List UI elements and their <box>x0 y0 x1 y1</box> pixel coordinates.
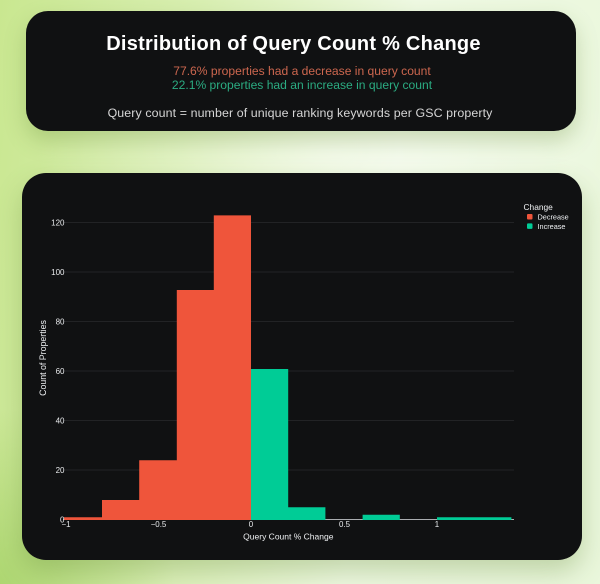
svg-text:Query Count % Change: Query Count % Change <box>243 532 334 542</box>
svg-text:1: 1 <box>435 520 439 529</box>
svg-text:60: 60 <box>56 367 65 376</box>
svg-text:−1: −1 <box>62 520 71 529</box>
svg-text:Increase: Increase <box>538 222 566 231</box>
svg-text:Change: Change <box>524 202 554 212</box>
svg-text:40: 40 <box>56 416 65 425</box>
svg-text:0: 0 <box>60 515 65 524</box>
svg-text:20: 20 <box>56 466 65 475</box>
svg-text:−0.5: −0.5 <box>151 520 167 529</box>
svg-text:Decrease: Decrease <box>538 213 569 222</box>
svg-text:0.5: 0.5 <box>339 520 351 529</box>
svg-text:80: 80 <box>56 317 65 326</box>
svg-text:Count of Properties: Count of Properties <box>38 320 48 396</box>
svg-text:120: 120 <box>51 218 65 227</box>
svg-text:100: 100 <box>51 268 65 277</box>
svg-text:0: 0 <box>249 520 254 529</box>
